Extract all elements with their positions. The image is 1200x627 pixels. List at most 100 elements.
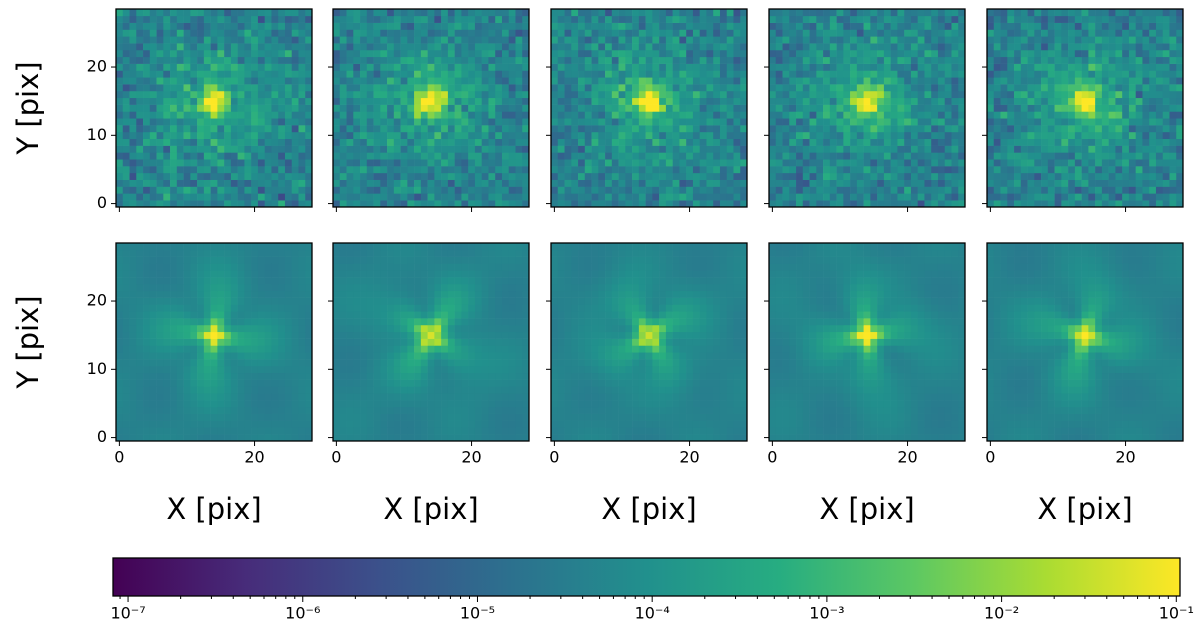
pixel (291, 179, 299, 187)
pixel (733, 193, 741, 201)
pixel (987, 138, 995, 146)
pixel (1176, 179, 1184, 187)
pixel (291, 36, 299, 44)
pixel (897, 200, 905, 208)
pixel (271, 427, 279, 435)
pixel (1007, 97, 1015, 105)
pixel (598, 138, 606, 146)
pixel (951, 200, 959, 208)
pixel (850, 90, 858, 99)
pixel (632, 104, 640, 112)
pixel (1101, 43, 1109, 51)
pixel (850, 145, 858, 153)
pixel (224, 427, 232, 435)
pixel (557, 111, 565, 119)
pixel (230, 379, 238, 387)
pixel (870, 179, 878, 187)
pixel (176, 36, 184, 44)
pixel (346, 70, 354, 78)
pixel (474, 138, 482, 146)
pixel (434, 152, 442, 160)
pixel (1088, 125, 1096, 133)
pixel (441, 193, 449, 201)
pixel (706, 138, 714, 146)
pixel (284, 290, 293, 298)
pixel (564, 200, 572, 208)
pixel (557, 9, 565, 17)
pixel (210, 413, 218, 421)
pixel (944, 36, 952, 44)
pixel (632, 193, 640, 201)
pixel (625, 56, 633, 64)
pixel (740, 104, 748, 112)
pixel (897, 179, 905, 187)
pixel (298, 359, 306, 367)
pixel (1034, 15, 1042, 23)
pixel (904, 9, 912, 17)
pixel (143, 15, 151, 23)
pixel (823, 84, 831, 92)
pixel (481, 193, 489, 201)
pixel (937, 15, 946, 23)
pixel (598, 172, 606, 180)
pixel (1176, 56, 1184, 64)
pixel (1041, 104, 1049, 112)
pixel (251, 172, 259, 180)
pixel (870, 56, 878, 64)
pixel (291, 159, 299, 167)
pixel (1020, 118, 1028, 126)
pixel (863, 152, 871, 160)
pixel (1054, 29, 1062, 37)
pixel (284, 283, 293, 292)
pixel (420, 36, 428, 44)
pixel (605, 90, 613, 99)
pixel (713, 200, 721, 208)
pixel (850, 172, 858, 180)
pixel (870, 200, 878, 208)
pixel (346, 77, 354, 85)
pixel (1101, 70, 1109, 78)
pixel (387, 77, 395, 85)
pixel (672, 29, 680, 37)
pixel (230, 131, 238, 140)
pixel (129, 186, 137, 194)
pixel (237, 386, 245, 394)
pixel (816, 90, 824, 99)
pixel (400, 9, 408, 17)
pixel (163, 56, 171, 64)
pixel (829, 9, 837, 17)
pixel (578, 70, 586, 78)
pixel (1155, 118, 1164, 126)
pixel (278, 159, 286, 167)
pixel (190, 36, 198, 44)
pixel (890, 104, 898, 112)
pixel (557, 172, 565, 180)
pixel (1155, 172, 1164, 180)
pixel (1095, 43, 1103, 51)
pixel (217, 36, 225, 44)
pixel (850, 179, 858, 187)
pixel (136, 29, 144, 37)
pixel (230, 324, 238, 333)
pixel (481, 186, 489, 194)
pixel (1000, 118, 1008, 126)
pixel (1034, 22, 1042, 30)
pixel (726, 15, 734, 23)
pixel (1068, 22, 1076, 30)
pixel (278, 15, 286, 23)
pixel (136, 352, 144, 360)
pixel (495, 125, 503, 133)
pixel (414, 118, 422, 126)
pixel (257, 379, 265, 387)
pixel (557, 200, 565, 208)
pixel (170, 290, 178, 298)
pixel (251, 179, 259, 187)
pixel (659, 49, 667, 58)
pixel (291, 290, 299, 298)
pixel (1169, 152, 1177, 160)
pixel (360, 193, 368, 201)
pixel (183, 145, 191, 153)
pixel (380, 118, 388, 126)
pixel (427, 22, 435, 30)
pixel (733, 179, 741, 187)
